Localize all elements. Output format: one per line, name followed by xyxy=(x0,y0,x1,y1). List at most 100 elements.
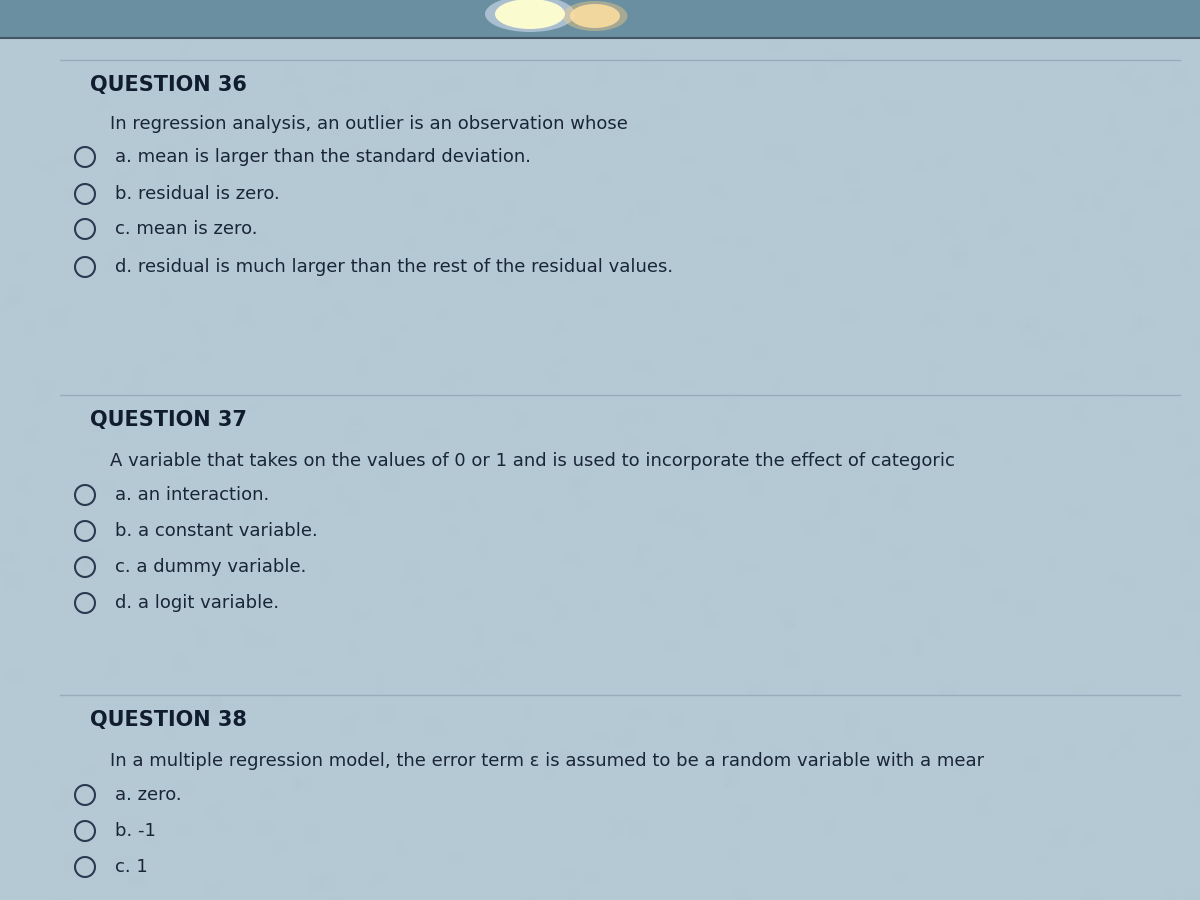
Bar xyxy=(1019,323,1030,335)
Bar xyxy=(1152,551,1168,567)
Bar xyxy=(139,801,152,811)
Bar xyxy=(925,311,941,325)
Bar xyxy=(342,811,353,824)
Bar xyxy=(913,310,924,324)
Bar xyxy=(172,250,182,261)
Bar xyxy=(424,716,442,734)
Bar xyxy=(47,555,56,570)
Bar xyxy=(1084,832,1096,842)
Bar xyxy=(283,80,294,89)
Bar xyxy=(846,724,857,739)
Bar xyxy=(992,550,1008,562)
Bar xyxy=(334,84,350,94)
Bar xyxy=(64,853,76,872)
Bar xyxy=(1120,213,1134,231)
Bar xyxy=(456,410,474,421)
Bar xyxy=(884,435,894,451)
Bar xyxy=(1132,313,1142,333)
Bar xyxy=(319,873,336,890)
Bar xyxy=(188,709,206,726)
Bar xyxy=(35,246,44,263)
Bar xyxy=(251,544,262,554)
Bar xyxy=(1069,808,1084,820)
Bar xyxy=(1171,67,1188,84)
Bar xyxy=(872,775,886,790)
Bar xyxy=(527,670,545,688)
Bar xyxy=(1027,563,1037,581)
Bar xyxy=(830,520,839,528)
Bar xyxy=(798,629,810,642)
Bar xyxy=(198,76,211,96)
Bar xyxy=(673,370,685,384)
Bar xyxy=(913,716,923,729)
Bar xyxy=(161,353,170,364)
Bar xyxy=(348,418,365,426)
Bar xyxy=(802,149,812,159)
Bar xyxy=(847,298,865,307)
Bar xyxy=(1128,804,1145,818)
Bar xyxy=(1064,370,1085,380)
Bar xyxy=(6,667,25,684)
Bar xyxy=(433,86,445,97)
Bar xyxy=(306,479,325,491)
Bar xyxy=(354,610,372,618)
Bar xyxy=(103,306,110,319)
FancyBboxPatch shape xyxy=(0,0,1200,38)
Bar xyxy=(940,109,953,123)
Bar xyxy=(630,706,649,720)
Bar xyxy=(1058,725,1076,742)
Bar xyxy=(388,285,397,300)
Bar xyxy=(102,759,121,769)
Bar xyxy=(1132,858,1144,874)
Bar xyxy=(445,213,454,223)
Bar xyxy=(794,581,814,601)
Bar xyxy=(247,879,258,894)
Bar xyxy=(185,402,200,421)
Bar xyxy=(838,760,846,770)
Bar xyxy=(196,352,214,362)
Bar xyxy=(192,564,210,582)
Bar xyxy=(308,874,325,894)
Bar xyxy=(820,592,835,608)
Bar xyxy=(295,237,304,256)
Bar xyxy=(1046,557,1056,573)
Bar xyxy=(433,480,450,499)
Text: a. an interaction.: a. an interaction. xyxy=(115,486,269,504)
Bar xyxy=(587,103,604,121)
Bar xyxy=(1133,78,1150,95)
Bar xyxy=(636,550,644,563)
Bar xyxy=(494,200,511,212)
Bar xyxy=(576,898,586,900)
Bar xyxy=(34,519,46,535)
Bar xyxy=(176,410,187,419)
Bar xyxy=(172,654,186,670)
Ellipse shape xyxy=(485,0,575,32)
Bar xyxy=(342,717,358,736)
Bar xyxy=(638,591,653,605)
Bar xyxy=(958,821,974,837)
Bar xyxy=(184,832,196,841)
Bar xyxy=(514,279,529,297)
Bar xyxy=(991,811,1001,825)
Bar xyxy=(426,50,437,61)
Bar xyxy=(253,148,266,164)
Bar xyxy=(229,562,239,580)
Bar xyxy=(500,501,514,510)
Bar xyxy=(914,640,926,656)
Bar xyxy=(994,657,1009,669)
Bar xyxy=(14,477,29,490)
Bar xyxy=(212,777,229,793)
Bar xyxy=(779,616,796,625)
Bar xyxy=(1040,137,1057,149)
Bar xyxy=(1092,544,1110,556)
Bar xyxy=(534,546,548,562)
Bar xyxy=(907,260,924,279)
Bar xyxy=(595,439,604,457)
Ellipse shape xyxy=(570,4,620,28)
Bar xyxy=(71,677,89,697)
Bar xyxy=(336,66,350,78)
Bar xyxy=(857,894,869,900)
Bar xyxy=(132,366,145,380)
Bar xyxy=(1174,392,1192,401)
Bar xyxy=(166,720,176,738)
